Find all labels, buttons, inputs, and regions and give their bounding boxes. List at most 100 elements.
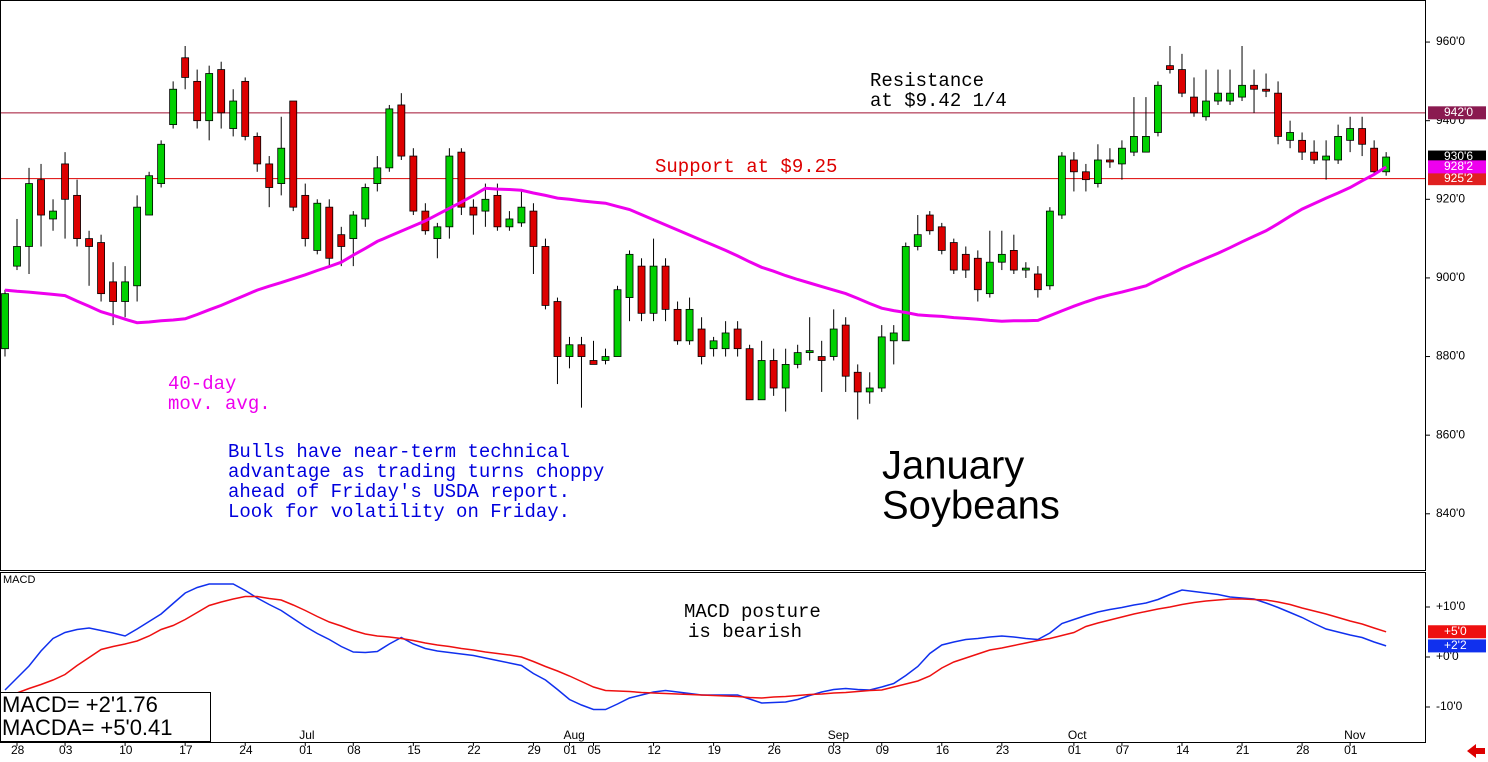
macd-annotation: MACD posture <box>684 601 821 623</box>
value-badge <box>1428 150 1486 164</box>
y-tick-label: 880'0 <box>1436 349 1465 363</box>
candle-body <box>865 387 874 393</box>
candle-body <box>1382 156 1391 173</box>
candle-body <box>1033 273 1042 291</box>
candle-body <box>481 198 490 212</box>
candle-body <box>445 155 454 228</box>
candle-body <box>457 151 466 208</box>
candle-body <box>877 336 886 389</box>
line-label: at $9.42 1/4 <box>870 90 1007 112</box>
candle-body <box>385 108 394 169</box>
ma-label: 40-day <box>168 373 236 395</box>
candle-body <box>1094 159 1102 184</box>
candle-body <box>697 328 706 357</box>
candle-body <box>169 88 178 126</box>
y-tick-label: 840'0 <box>1436 506 1465 520</box>
x-tick-label: 10 <box>119 743 133 757</box>
candle-body <box>181 57 190 78</box>
candle-body <box>361 187 370 220</box>
candle-body <box>601 356 610 361</box>
value-badge <box>1428 160 1486 174</box>
candle-body <box>109 281 117 302</box>
chart-title: Soybeans <box>882 484 1060 528</box>
candle-body <box>37 179 45 216</box>
candle-body <box>625 253 634 298</box>
y-tick-label: 960'0 <box>1436 34 1465 48</box>
candle-body <box>1118 147 1126 165</box>
candle-body <box>205 73 214 122</box>
moving-average <box>4 165 1387 325</box>
candle-body <box>1069 159 1078 173</box>
candle-body <box>757 360 766 401</box>
x-tick-label: 19 <box>708 743 722 757</box>
value-badge-label: 930'6 <box>1444 149 1473 163</box>
macd-readout: MACDA= +5'0.41 <box>2 715 173 740</box>
candle-body <box>1202 100 1210 118</box>
candle-body <box>433 226 442 240</box>
candle-body <box>301 194 310 240</box>
candle-body <box>805 350 814 354</box>
candle-body <box>649 265 658 314</box>
candle-body <box>1082 171 1090 181</box>
candle-body <box>25 183 33 247</box>
candle-body <box>769 360 778 389</box>
value-badge-label: +2'2 <box>1444 638 1467 652</box>
candle-body <box>1190 96 1198 114</box>
candle-body <box>613 289 622 357</box>
x-tick-label: 01 <box>563 743 577 757</box>
annotation: Bulls have near-term technical <box>228 441 570 463</box>
candle-body <box>397 104 406 157</box>
candle-body <box>685 308 694 342</box>
y-tick-label: 900'0 <box>1436 270 1465 284</box>
candle-body <box>217 69 226 114</box>
x-tick-label: 28 <box>1296 743 1310 757</box>
x-tick-label: 28 <box>11 743 25 757</box>
candle-body <box>1334 136 1343 161</box>
candle-body <box>505 218 514 228</box>
annotation: advantage as trading turns choppy <box>228 461 604 483</box>
candle-body <box>721 332 730 350</box>
candle-body <box>733 328 742 350</box>
candle-body <box>937 226 946 251</box>
candle-body <box>265 163 274 188</box>
x-tick-label: 24 <box>239 743 253 757</box>
x-tick-label: 15 <box>407 743 421 757</box>
candle-body <box>1130 136 1138 153</box>
candle-body <box>1214 92 1222 102</box>
candle-body <box>325 206 334 259</box>
candle-body <box>49 210 57 220</box>
macd-title: MACD <box>3 574 35 586</box>
annotation: Look for volatility on Friday. <box>228 501 570 523</box>
candle-body <box>517 206 526 224</box>
y-tick-label: 860'0 <box>1436 427 1465 441</box>
candle-body <box>913 234 922 247</box>
chart-title: January <box>882 444 1024 488</box>
candle-body <box>337 234 346 247</box>
candle-body <box>589 360 598 365</box>
candle-body <box>1310 151 1318 161</box>
candle-body <box>409 155 418 212</box>
candle-body <box>469 206 478 216</box>
candle-body <box>349 214 358 240</box>
candle-body <box>529 210 538 247</box>
candle-body <box>781 364 790 389</box>
candle-body <box>493 194 502 228</box>
candle-body <box>1370 147 1379 173</box>
candle-body <box>1154 84 1162 133</box>
x-tick-label: 01 <box>1068 743 1082 757</box>
candle-body <box>193 80 202 122</box>
candle-body <box>853 371 862 393</box>
candle-body <box>637 265 646 314</box>
scroll-arrow[interactable] <box>1467 744 1485 758</box>
candle-body <box>661 265 670 310</box>
macd-readout: MACD= +2'1.76 <box>2 692 158 717</box>
candle-body <box>229 100 238 129</box>
plot-layer: 840'0860'0880'0900'0920'0940'0960'0+10'0… <box>1 34 1486 757</box>
x-tick-label: 09 <box>876 743 890 757</box>
candle-body <box>121 281 129 302</box>
x-tick-label: 03 <box>828 743 842 757</box>
candle-body <box>961 253 970 271</box>
value-badge <box>1428 106 1486 120</box>
candle-body <box>1262 88 1270 92</box>
